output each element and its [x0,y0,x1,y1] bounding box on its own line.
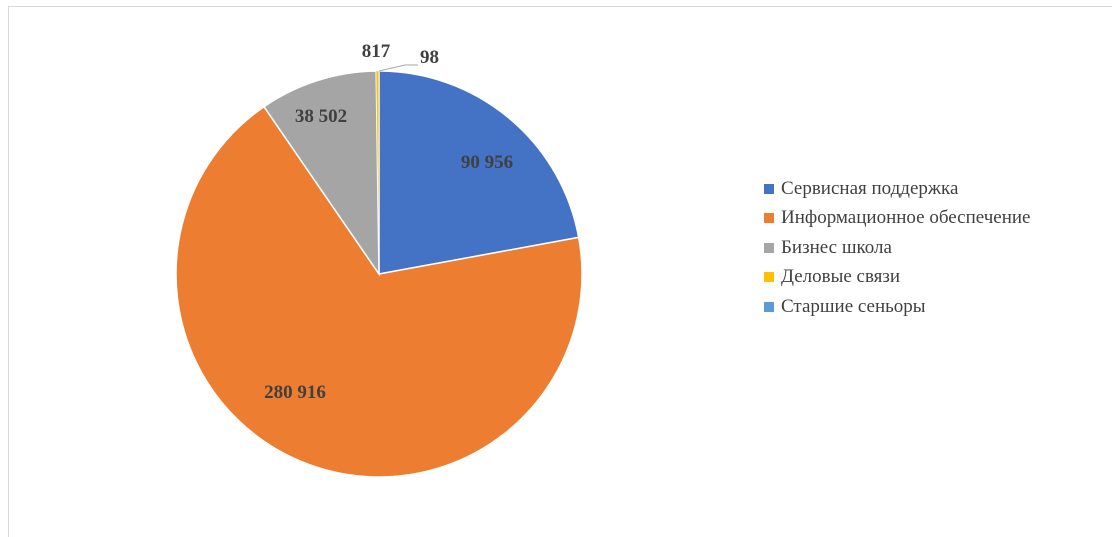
slice-data-label: 280 916 [264,382,326,403]
legend-swatch [764,272,774,283]
pie-slices [175,70,583,478]
pie-slice [378,70,580,275]
legend-item-business-school: Бизнес школа [764,233,1030,263]
legend-label: Информационное обеспечение [781,207,1031,229]
legend-item-information-support: Информационное обеспечение [764,204,1030,234]
legend: Сервисная поддержка Информационное обесп… [764,174,1030,322]
legend-swatch [764,242,774,253]
pie-slice [175,105,583,478]
legend-item-service-support: Сервисная поддержка [764,174,1030,204]
legend-label: Деловые связи [781,266,901,288]
pie-slice [262,70,380,277]
legend-label: Старшие сеньоры [781,295,926,317]
slice-data-label: 98 [420,47,439,68]
legend-label: Сервисная поддержка [781,177,959,199]
pie-data-labels: 90 956 280 916 38 502 817 98 [264,41,513,403]
legend-swatch [764,183,774,194]
label-leader-line [378,64,418,72]
legend-swatch [764,213,774,224]
legend-item-business-connections: Деловые связи [764,263,1030,293]
slice-data-label: 90 956 [461,152,513,173]
legend-item-senior-seniors: Старшие сеньоры [764,292,1030,322]
slice-data-label: 817 [362,41,391,62]
slice-data-label: 38 502 [295,106,347,127]
legend-swatch [764,301,774,312]
legend-label: Бизнес школа [781,236,892,258]
